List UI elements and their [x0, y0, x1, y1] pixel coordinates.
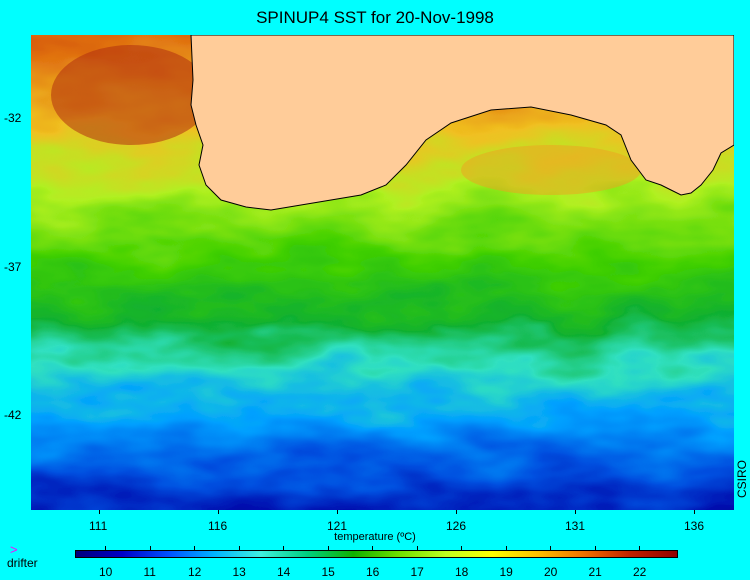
x-tick-label: 121 [327, 519, 348, 533]
colorbar-tick-label: 18 [455, 565, 469, 579]
sst-map [31, 35, 734, 510]
drifter-legend-label: drifter [7, 556, 38, 570]
colorbar-tick [149, 546, 151, 550]
y-tick-label: -42 [4, 408, 22, 422]
x-tick-label: 116 [208, 519, 228, 533]
warm-eddy [51, 45, 211, 145]
colorbar-title: temperature (ºC) [334, 531, 416, 543]
colorbar-tick [327, 546, 329, 550]
x-tick [99, 510, 100, 514]
x-tick [218, 510, 219, 514]
colorbar-tick-label: 12 [188, 565, 202, 579]
drifter-marker-icon: > [10, 542, 18, 557]
x-tick-label: 131 [565, 519, 586, 533]
map-title: SPINUP4 SST for 20-Nov-1998 [256, 8, 494, 27]
x-tick-label: 111 [89, 519, 108, 533]
colorbar-tick-label: 10 [99, 565, 113, 579]
colorbar-tick [283, 546, 284, 550]
y-tick-label: -37 [4, 260, 22, 274]
colorbar-tick [505, 546, 507, 550]
colorbar-tick [105, 546, 106, 550]
colorbar-tick [461, 546, 462, 550]
x-tick [694, 510, 695, 514]
colorbar-tick [372, 546, 373, 550]
land-mass [190, 35, 734, 211]
colorbar-tick [594, 546, 596, 550]
x-tick-label: 136 [684, 519, 705, 533]
temperature-colorbar [75, 550, 678, 558]
colorbar-tick [550, 546, 551, 550]
colorbar-tick [416, 546, 418, 550]
warm-eddy [461, 145, 641, 195]
y-tick-label: -32 [4, 111, 22, 125]
colorbar-tick-label: 14 [277, 565, 291, 579]
colorbar-tick [238, 546, 240, 550]
colorbar-tick-label: 13 [232, 565, 246, 579]
colorbar-tick [639, 546, 640, 550]
x-tick [337, 510, 338, 514]
x-tick [456, 510, 457, 514]
colorbar-tick-label: 15 [321, 565, 335, 579]
colorbar-tick-label: 20 [544, 565, 558, 579]
colorbar-tick-label: 11 [143, 565, 156, 579]
colorbar-tick-label: 22 [633, 565, 647, 579]
credit-text: CSIRO [735, 460, 749, 499]
x-tick [575, 510, 576, 514]
x-tick-label: 126 [446, 519, 467, 533]
colorbar-tick-label: 21 [588, 565, 602, 579]
colorbar-tick-label: 19 [499, 565, 513, 579]
colorbar-tick-label: 16 [366, 565, 380, 579]
colorbar-tick [194, 546, 195, 550]
colorbar-tick-label: 17 [410, 565, 424, 579]
